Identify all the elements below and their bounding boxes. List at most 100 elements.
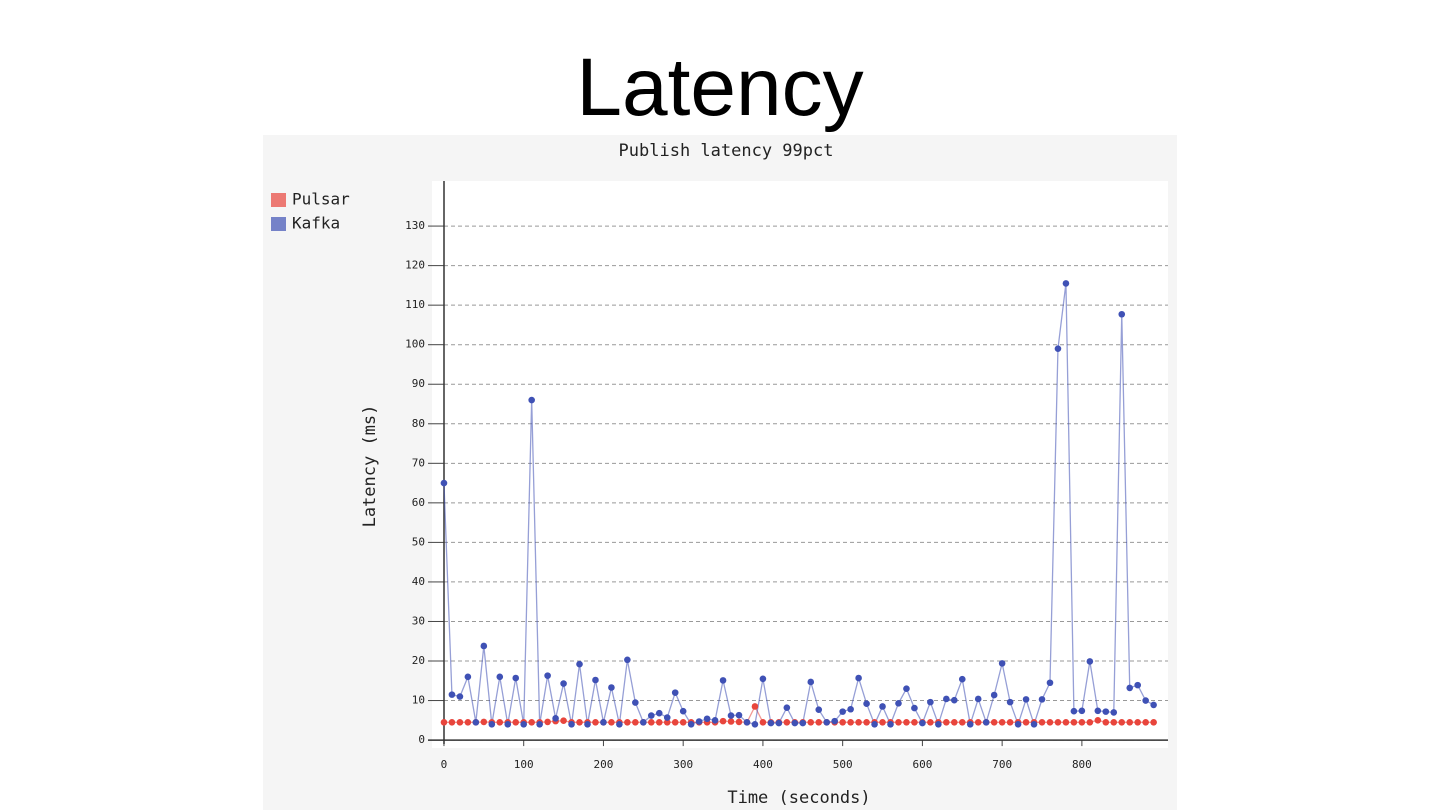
data-point xyxy=(791,719,799,727)
x-tick-label: 800 xyxy=(1072,758,1092,771)
data-point xyxy=(1046,718,1054,726)
slide-title: Latency xyxy=(576,42,864,133)
data-point xyxy=(528,718,535,726)
data-point xyxy=(592,718,599,726)
data-point xyxy=(496,718,504,726)
data-point xyxy=(1022,718,1030,726)
data-point xyxy=(544,718,551,726)
data-point xyxy=(1086,718,1094,726)
data-point xyxy=(759,675,767,683)
data-point xyxy=(1150,701,1157,709)
data-point xyxy=(950,696,958,704)
data-point xyxy=(496,673,504,681)
data-point xyxy=(671,718,679,726)
data-point xyxy=(480,718,488,726)
data-point xyxy=(1078,707,1086,715)
data-point xyxy=(911,704,918,712)
data-point xyxy=(711,717,719,724)
data-point xyxy=(584,720,591,728)
data-point xyxy=(847,718,854,726)
data-point xyxy=(544,672,551,679)
data-point xyxy=(719,677,727,684)
data-point xyxy=(1070,718,1078,726)
data-point xyxy=(632,718,639,726)
data-point xyxy=(911,718,918,726)
data-point xyxy=(1038,718,1046,726)
data-point xyxy=(695,718,703,725)
data-point xyxy=(1094,707,1102,715)
data-point xyxy=(966,720,974,728)
data-point xyxy=(464,673,472,681)
data-point xyxy=(863,718,870,726)
legend-label: Kafka xyxy=(292,214,340,233)
data-point xyxy=(998,660,1006,667)
y-tick-label: 90 xyxy=(412,377,425,390)
x-axis-label: Time (seconds) xyxy=(727,788,870,808)
data-point xyxy=(927,718,934,726)
y-axis-label: Latency (ms) xyxy=(360,405,380,528)
data-point xyxy=(759,718,767,726)
data-point xyxy=(568,720,575,728)
data-point xyxy=(887,720,894,728)
data-point xyxy=(1054,345,1062,352)
legend-label: Pulsar xyxy=(292,190,350,209)
data-point xyxy=(1062,718,1070,726)
data-point xyxy=(847,705,854,713)
data-point xyxy=(990,718,998,726)
data-point xyxy=(990,691,998,699)
data-point xyxy=(974,718,982,726)
data-point xyxy=(480,642,488,650)
data-point xyxy=(958,718,966,726)
data-point xyxy=(600,718,607,726)
data-point xyxy=(958,675,966,683)
x-tick-label: 0 xyxy=(441,758,448,771)
data-point xyxy=(655,718,663,726)
data-point xyxy=(536,720,543,728)
data-point xyxy=(608,718,615,726)
data-point xyxy=(783,718,791,726)
data-point xyxy=(775,719,783,727)
data-point xyxy=(1006,698,1014,706)
data-point xyxy=(663,714,671,721)
data-point xyxy=(767,719,775,727)
y-tick-label: 60 xyxy=(412,496,425,509)
data-point xyxy=(1102,718,1110,726)
data-point xyxy=(552,715,559,722)
data-point xyxy=(520,720,528,728)
data-point xyxy=(1110,718,1118,726)
data-point xyxy=(974,695,982,703)
y-tick-label: 20 xyxy=(412,654,425,667)
data-point xyxy=(448,718,456,726)
data-point xyxy=(560,680,567,687)
data-point xyxy=(1118,310,1126,318)
data-point xyxy=(647,718,655,726)
data-point xyxy=(592,676,599,684)
y-tick-label: 70 xyxy=(412,456,425,469)
data-point xyxy=(576,718,583,726)
data-point xyxy=(1054,718,1062,726)
data-point xyxy=(1046,679,1054,687)
data-point xyxy=(807,678,815,686)
data-point xyxy=(751,720,759,728)
data-point xyxy=(1078,718,1086,726)
data-point xyxy=(687,720,695,728)
data-point xyxy=(632,699,639,706)
data-point xyxy=(855,718,862,726)
data-point xyxy=(560,717,567,725)
y-tick-label: 0 xyxy=(418,733,425,746)
data-point xyxy=(895,700,902,707)
data-point xyxy=(823,718,831,726)
data-point xyxy=(512,718,520,726)
x-tick-label: 600 xyxy=(912,758,932,771)
y-tick-label: 80 xyxy=(412,417,425,430)
data-point xyxy=(624,718,631,726)
data-point xyxy=(464,718,472,726)
data-point xyxy=(679,707,687,715)
data-point xyxy=(950,718,958,726)
data-point xyxy=(879,718,886,726)
data-point xyxy=(1102,708,1110,715)
y-tick-label: 130 xyxy=(405,219,425,232)
data-point xyxy=(815,706,823,713)
data-point xyxy=(1110,709,1118,716)
